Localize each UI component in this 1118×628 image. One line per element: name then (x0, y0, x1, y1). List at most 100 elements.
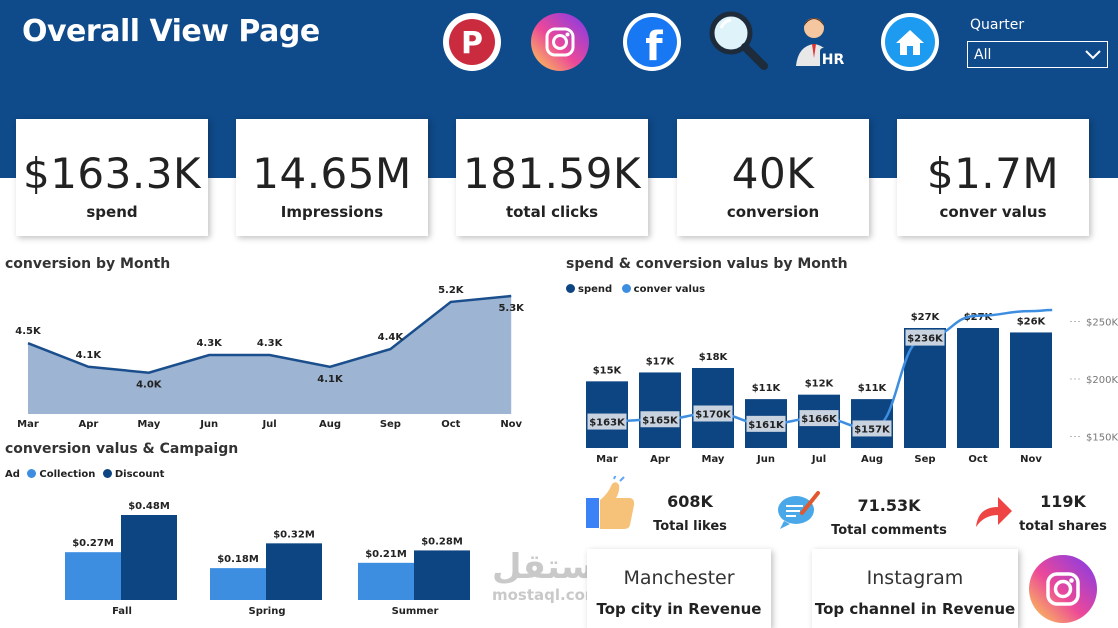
line-label-box (852, 420, 892, 437)
card-top-city: Manchester Top city in Revenue (587, 549, 771, 628)
quarter-selected-value: All (974, 47, 992, 63)
facebook-icon[interactable]: f (622, 12, 682, 72)
stat-total-likes: 608K Total likes (640, 492, 740, 534)
spend-data-label: $27K (911, 312, 941, 323)
legend-label-discount: Discount (114, 469, 165, 480)
spend-data-label: $12K (805, 379, 835, 390)
x-tick-label: Mar (17, 419, 39, 430)
kpi-value: 14.65M (252, 149, 412, 198)
conver-valus-data-label: $163K (589, 418, 626, 429)
x-tick-label: Jul (811, 454, 826, 465)
bar-data-label: $0.21M (365, 549, 407, 560)
stat-total-comments: 71.53K Total comments (830, 496, 948, 538)
line-label-box (905, 329, 945, 346)
kpi-conversion: 40K conversion (677, 119, 869, 236)
x-tick-label: Summer (392, 606, 439, 617)
spend-data-label: $27K (964, 312, 994, 323)
kpi-value: $163.3K (22, 149, 201, 198)
card-value: Manchester (623, 567, 735, 589)
data-label: 4.1K (76, 350, 103, 361)
chart-title-campaign: conversion valus & Campaign (5, 441, 239, 457)
spend-bar (904, 328, 946, 448)
spend-data-label: $15K (593, 365, 623, 376)
data-label: 4.1K (317, 374, 344, 385)
spend-bar (639, 372, 681, 448)
spend-conversion-combo-chart[interactable]: $150K $200K $250K $15K Mar $17K Apr $18K May $11K… (560, 300, 1118, 470)
kpi-value: 181.59K (462, 149, 641, 198)
x-tick-label: Nov (1020, 454, 1042, 465)
card-label: Top city in Revenue (596, 600, 762, 618)
bar-data-label: $0.28M (421, 536, 463, 547)
x-tick-label: Mar (596, 454, 618, 465)
kpi-label: spend (86, 203, 138, 221)
legend-label-collection: Collection (39, 469, 96, 480)
stat-value: 119K (1040, 492, 1086, 511)
line-label-box (587, 413, 627, 430)
data-label: 4.3K (196, 338, 223, 349)
home-icon[interactable] (880, 12, 940, 72)
y2-tick-label: $150K (1086, 433, 1118, 444)
share-arrow-icon (976, 497, 1012, 527)
stat-label: Total comments (831, 523, 947, 538)
kpi-impressions: 14.65M Impressions (236, 119, 428, 236)
x-tick-label: Aug (861, 454, 883, 465)
x-tick-label: Jun (756, 454, 775, 465)
kpi-label: conver valus (939, 203, 1047, 221)
line-label-box (746, 415, 786, 432)
page-title: Overall View Page (22, 14, 320, 49)
kpi-label: Impressions (280, 203, 384, 221)
kpi-total-clicks: 181.59K total clicks (456, 119, 648, 236)
kpi-value: $1.7M (926, 149, 1060, 198)
quarter-dropdown[interactable]: All (967, 41, 1108, 68)
chevron-down-icon (1085, 50, 1101, 60)
pinterest-icon[interactable]: P (442, 12, 502, 72)
x-tick-label: Apr (78, 419, 98, 430)
x-tick-label: Apr (650, 454, 670, 465)
collection-bar (65, 552, 121, 600)
conversion-area-chart[interactable]: 4.5K Mar 4.1K Apr 4.0K May 4.3K Jun 4.3K Jul 4.1K A… (0, 276, 540, 436)
data-label: 4.5K (15, 326, 42, 337)
search-icon[interactable] (706, 8, 770, 72)
stat-label: Total likes (653, 519, 727, 534)
data-label: 5.2K (438, 285, 465, 296)
discount-bar (414, 550, 470, 600)
svg-text:HR: HR (822, 52, 845, 68)
x-tick-label: Sep (380, 419, 401, 430)
area-line (27, 294, 512, 374)
svg-text:f: f (645, 24, 663, 70)
campaign-bar-chart[interactable]: $0.27M $0.48M Fall $0.18M $0.32M Spring $0.21M… (0, 490, 560, 625)
x-tick-label: May (137, 419, 160, 430)
watermark-latin: mostaql.com (492, 586, 601, 604)
instagram-icon[interactable] (530, 12, 590, 72)
conver-valus-data-label: $165K (642, 415, 679, 426)
spend-data-label: $17K (646, 356, 676, 367)
conver-valus-data-label: $157K (854, 424, 891, 435)
stat-value: 608K (667, 492, 713, 511)
hr-icon[interactable]: HR (790, 10, 850, 70)
legend-dot-conver-valus (621, 284, 631, 293)
legend-label-spend: spend (578, 284, 613, 295)
legend-dot-discount (102, 469, 112, 478)
chart-title-spend-conversion: spend & conversion valus by Month (566, 256, 848, 272)
quarter-slicer-label: Quarter (970, 17, 1025, 33)
discount-bar (266, 543, 322, 600)
chart3-legend: Ad Collection Discount (5, 469, 164, 480)
x-tick-label: May (702, 454, 725, 465)
discount-bar (121, 515, 177, 600)
x-tick-label: Oct (968, 454, 987, 465)
line-label-box (799, 410, 839, 427)
conver-valus-data-label: $236K (907, 334, 944, 345)
instagram-icon (1029, 555, 1097, 623)
spend-data-label: $11K (858, 383, 888, 394)
chart2-legend: spend conver valus (564, 284, 705, 295)
y2-tick-label: $250K (1086, 318, 1118, 329)
kpi-label: total clicks (505, 203, 599, 221)
x-tick-label: Fall (112, 606, 132, 617)
bar-data-label: $0.18M (217, 554, 259, 565)
spend-data-label: $11K (752, 383, 782, 394)
x-tick-label: Oct (441, 419, 460, 430)
data-label: 4.3K (257, 338, 284, 349)
data-label: 4.0K (136, 380, 163, 391)
conver-valus-data-label: $166K (801, 414, 838, 425)
kpi-value: 40K (731, 149, 815, 198)
